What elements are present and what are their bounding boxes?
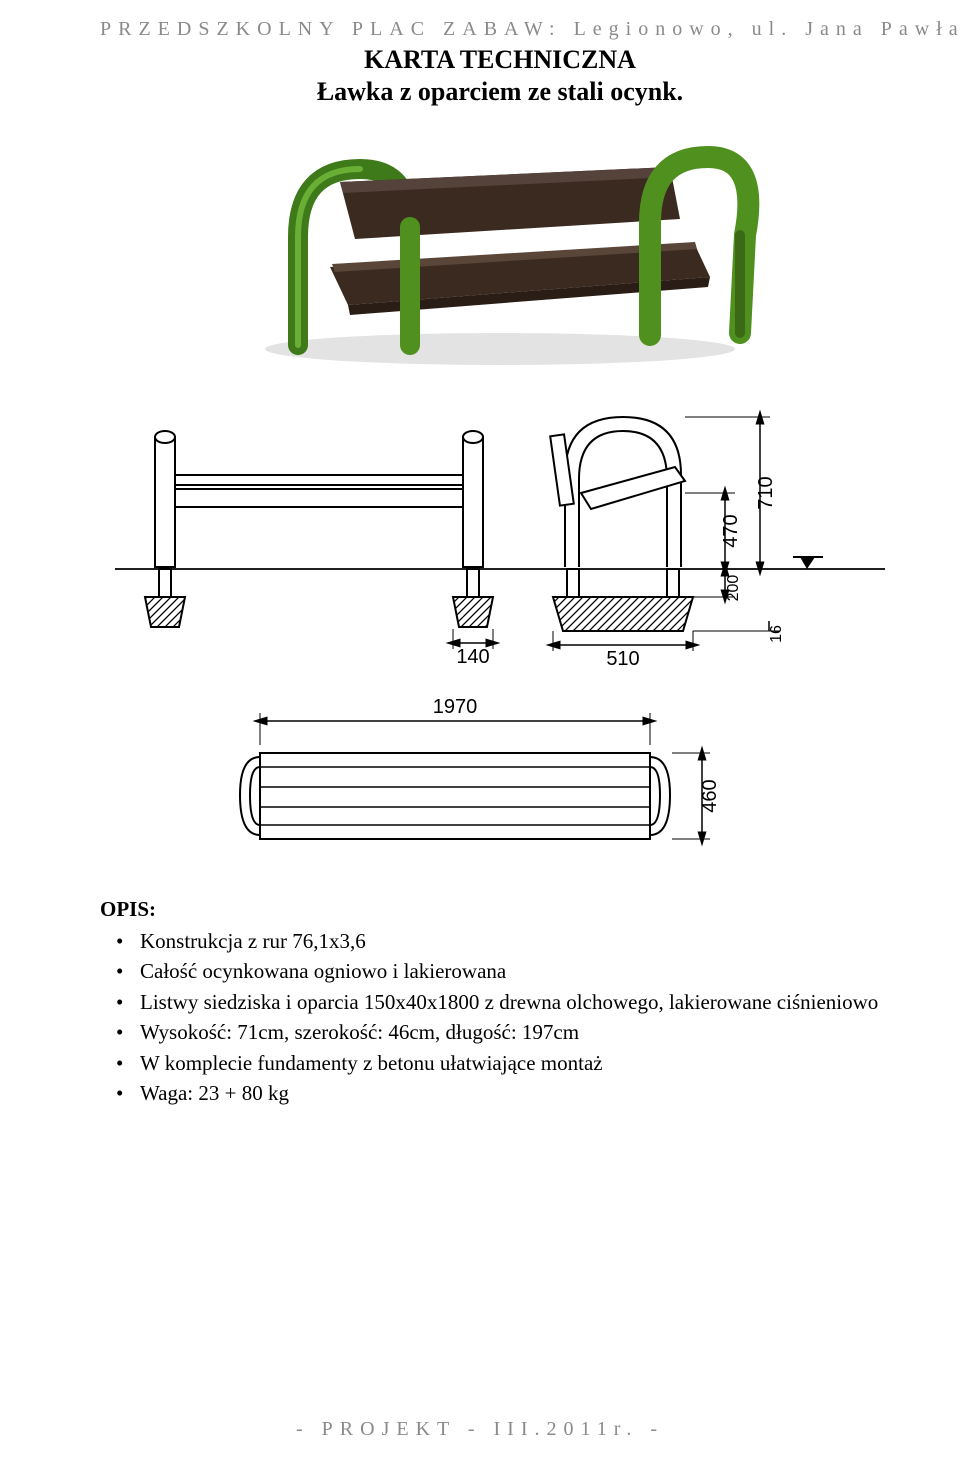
dim-510: 510 [606,648,639,667]
plan-drawing: 1970 460 [220,687,780,867]
opis-item: Listwy siedziska i oparcia 150x40x1800 z… [140,987,900,1017]
page-footer: - PROJEKT - III.2011r. - [0,1418,960,1441]
bench-render [240,127,760,377]
doc-title-1: KARTA TECHNICZNA [100,45,900,75]
opis-item: Konstrukcja z rur 76,1x3,6 [140,926,900,956]
dim-16: 16 [768,625,785,643]
opis-heading: OPIS: [100,897,900,922]
figure-area: 140 510 [100,127,900,867]
opis-item: Waga: 23 + 80 kg [140,1078,900,1108]
opis-item: Wysokość: 71cm, szerokość: 46cm, długość… [140,1017,900,1047]
page-header: PRZEDSZKOLNY PLAC ZABAW: Legionowo, ul. … [100,18,900,41]
elevation-drawings: 140 510 [115,397,885,667]
dim-460: 460 [699,779,721,812]
dim-710: 710 [755,476,777,509]
dim-140: 140 [456,646,489,667]
dim-470: 470 [720,514,742,547]
opis-item: W komplecie fundamenty z betonu ułatwiaj… [140,1048,900,1078]
opis-list: Konstrukcja z rur 76,1x3,6 Całość ocynko… [100,926,900,1109]
page: PRZEDSZKOLNY PLAC ZABAW: Legionowo, ul. … [0,0,960,1467]
dim-1970: 1970 [433,696,478,718]
doc-title-2: Ławka z oparciem ze stali ocynk. [100,77,900,107]
opis-item: Całość ocynkowana ogniowo i lakierowana [140,956,900,986]
dim-200: 200 [725,575,742,602]
